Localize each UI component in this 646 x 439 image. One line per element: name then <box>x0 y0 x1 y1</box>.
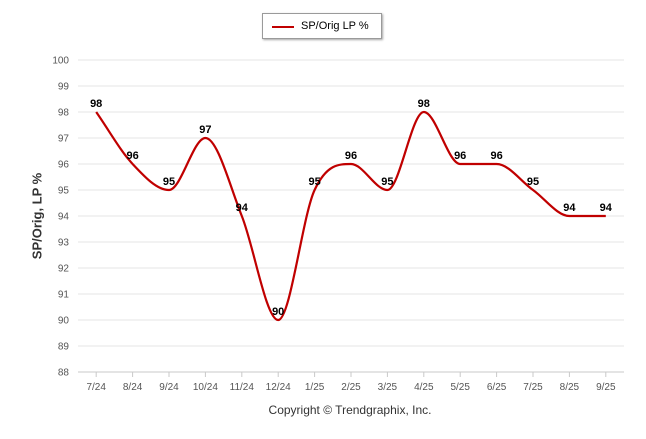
y-tick-label: 94 <box>58 212 70 223</box>
y-tick-label: 90 <box>58 316 70 327</box>
chart-legend: SP/Orig LP % <box>262 13 382 39</box>
data-label: 95 <box>308 176 320 188</box>
data-label: 98 <box>418 98 430 110</box>
y-tick-label: 97 <box>58 134 70 145</box>
x-tick-label: 12/24 <box>266 382 291 393</box>
x-tick-label: 3/25 <box>378 382 398 393</box>
y-tick-label: 91 <box>58 290 70 301</box>
y-tick-label: 93 <box>58 238 70 249</box>
data-label: 94 <box>600 202 613 214</box>
x-tick-label: 7/25 <box>523 382 543 393</box>
x-tick-label: 4/25 <box>414 382 434 393</box>
copyright-text: Copyright © Trendgraphix, Inc. <box>268 403 432 417</box>
y-tick-label: 99 <box>58 82 70 93</box>
y-tick-label: 98 <box>58 108 70 119</box>
data-label: 95 <box>381 176 393 188</box>
data-label: 96 <box>490 150 502 162</box>
x-tick-label: 2/25 <box>341 382 361 393</box>
data-label: 96 <box>454 150 466 162</box>
x-tick-label: 10/24 <box>193 382 218 393</box>
y-tick-label: 100 <box>52 56 69 67</box>
legend-line-swatch <box>272 26 294 28</box>
x-tick-label: 11/24 <box>230 382 255 393</box>
data-label: 95 <box>163 176 175 188</box>
y-axis-title: SP/Orig, LP % <box>29 172 45 260</box>
data-label: 95 <box>527 176 539 188</box>
x-tick-label: 6/25 <box>487 382 507 393</box>
x-tick-label: 8/24 <box>123 382 143 393</box>
x-tick-label: 5/25 <box>450 382 470 393</box>
data-label: 90 <box>272 306 284 318</box>
data-label: 98 <box>90 98 102 110</box>
y-tick-label: 96 <box>58 160 70 171</box>
x-tick-label: 9/25 <box>596 382 616 393</box>
x-tick-label: 8/25 <box>560 382 580 393</box>
data-label: 94 <box>236 202 249 214</box>
data-label: 96 <box>345 150 357 162</box>
y-tick-label: 92 <box>58 264 70 275</box>
legend-label: SP/Orig LP % <box>301 20 369 32</box>
x-tick-label: 7/24 <box>86 382 106 393</box>
x-tick-label: 9/24 <box>159 382 179 393</box>
y-tick-label: 95 <box>58 186 70 197</box>
data-label: 96 <box>126 150 138 162</box>
data-label: 94 <box>563 202 576 214</box>
x-tick-label: 1/25 <box>305 382 325 393</box>
y-tick-label: 89 <box>58 342 70 353</box>
y-tick-label: 88 <box>58 368 70 379</box>
data-label: 97 <box>199 124 211 136</box>
series-line <box>95 110 606 322</box>
